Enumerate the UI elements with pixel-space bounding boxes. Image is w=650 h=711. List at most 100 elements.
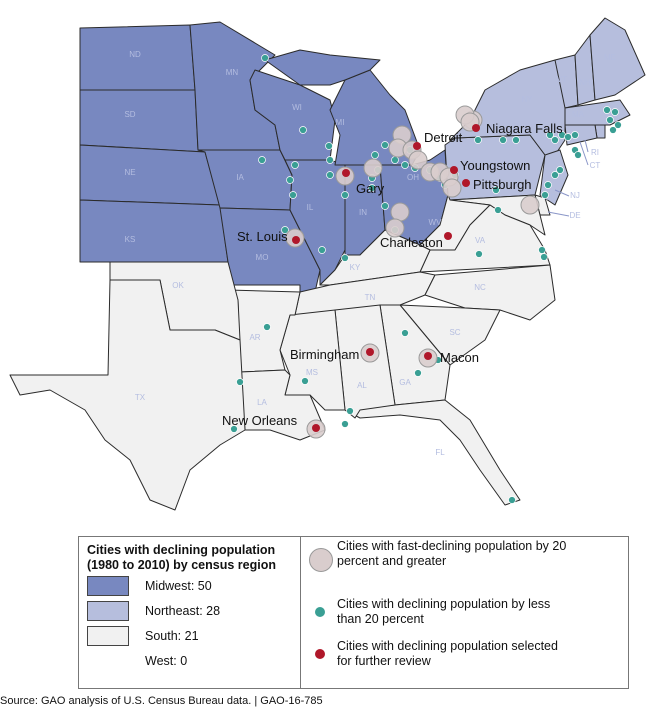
declining-city-marker bbox=[564, 133, 572, 141]
declining-city-marker bbox=[301, 377, 309, 385]
fast-declining-city-marker bbox=[385, 218, 405, 238]
declining-city-marker bbox=[299, 126, 307, 134]
declining-city-marker bbox=[291, 161, 299, 169]
declining-city-marker bbox=[508, 496, 516, 504]
callout-line-ri bbox=[584, 139, 589, 153]
declining-city-marker bbox=[499, 136, 507, 144]
selected-city-marker bbox=[292, 236, 300, 244]
declining-city-marker bbox=[341, 420, 349, 428]
state-label-tx: TX bbox=[135, 393, 146, 402]
declining-marker-icon bbox=[315, 607, 325, 617]
northeast-swatch bbox=[87, 601, 129, 621]
declining-city-marker bbox=[614, 121, 622, 129]
declining-city-marker bbox=[475, 250, 483, 258]
legend-midwest: Midwest: 50 bbox=[87, 574, 300, 598]
callout-line-ct bbox=[579, 141, 589, 166]
state-label-ri: RI bbox=[591, 148, 599, 157]
state-va bbox=[419, 204, 551, 273]
declining-city-marker bbox=[381, 202, 389, 210]
legend-title: Cities with declining population (1980 t… bbox=[87, 543, 300, 573]
fast-declining-city-marker bbox=[442, 178, 462, 198]
marker-legend: Cities with fast-declining population by… bbox=[301, 537, 628, 688]
declining-city-marker bbox=[492, 186, 500, 194]
state-ma bbox=[564, 99, 631, 126]
callout-line-de bbox=[547, 211, 570, 217]
declining-city-marker bbox=[371, 151, 379, 159]
state-label-nd: ND bbox=[129, 50, 141, 59]
state-label-ne: NE bbox=[124, 168, 135, 177]
declining-city-marker bbox=[551, 171, 559, 179]
declining-city-marker bbox=[326, 156, 334, 164]
state-label-ks: KS bbox=[125, 235, 136, 244]
declining-city-marker bbox=[544, 181, 552, 189]
state-label-mn: MN bbox=[226, 68, 239, 77]
selected-city-marker bbox=[450, 166, 458, 174]
declining-city-marker bbox=[263, 323, 271, 331]
fast-declining-city-marker bbox=[520, 195, 540, 215]
declining-city-marker bbox=[546, 131, 554, 139]
state-label-la: LA bbox=[257, 398, 267, 407]
selected-city-marker bbox=[342, 169, 350, 177]
state-label-il: IL bbox=[307, 203, 314, 212]
state-label-vt: VT bbox=[557, 75, 567, 84]
us-map: ND SD NE KS MN IA MO WI IL MI IN OH NY PA VT NH ME MA RI CT… bbox=[9, 17, 646, 511]
state-label-nc: NC bbox=[474, 283, 486, 292]
legend-selected: Cities with declining population selecte… bbox=[337, 639, 558, 668]
region-legend: Cities with declining population (1980 t… bbox=[79, 537, 301, 688]
state-fl bbox=[344, 399, 521, 506]
state-tx bbox=[9, 279, 246, 511]
declining-city-marker bbox=[281, 226, 289, 234]
legend-declining: Cities with declining population by less… bbox=[337, 597, 551, 626]
legend-fast-declining: Cities with fast-declining population by… bbox=[337, 539, 567, 568]
callout-line-nj bbox=[554, 189, 570, 197]
selected-city-marker bbox=[413, 142, 421, 150]
state-label-ma: MA bbox=[572, 110, 585, 119]
state-label-mi: MI bbox=[336, 118, 345, 127]
declining-city-marker bbox=[346, 407, 354, 415]
state-label-wi: WI bbox=[292, 103, 302, 112]
city-label-st-louis: St. Louis bbox=[237, 229, 288, 244]
state-sd bbox=[79, 89, 206, 153]
state-label-tn: TN bbox=[365, 293, 376, 302]
declining-city-marker bbox=[368, 184, 376, 192]
declining-city-marker bbox=[326, 171, 334, 179]
state-label-de: DE bbox=[569, 211, 580, 220]
declining-city-marker bbox=[341, 191, 349, 199]
declining-city-marker bbox=[401, 329, 409, 337]
source-note: Source: GAO analysis of U.S. Census Bure… bbox=[0, 695, 323, 707]
state-label-ok: OK bbox=[172, 281, 184, 290]
state-label-ms: MS bbox=[306, 368, 318, 377]
declining-city-marker bbox=[551, 136, 559, 144]
fast-declining-marker-icon bbox=[309, 548, 333, 572]
selected-city-marker bbox=[366, 348, 374, 356]
declining-city-marker bbox=[538, 246, 546, 254]
city-label-detroit: Detroit bbox=[424, 130, 463, 145]
legend-northeast: Northeast: 28 bbox=[87, 599, 300, 623]
selected-city-marker bbox=[312, 424, 320, 432]
south-swatch bbox=[87, 626, 129, 646]
legend-south: South: 21 bbox=[87, 624, 300, 648]
declining-city-marker bbox=[261, 54, 269, 62]
state-mi bbox=[264, 49, 381, 86]
declining-city-marker bbox=[318, 246, 326, 254]
city-label-macon: Macon bbox=[440, 350, 479, 365]
state-la bbox=[239, 369, 326, 441]
state-label-nh: NH bbox=[579, 78, 591, 87]
city-label-youngstown: Youngstown bbox=[460, 158, 530, 173]
state-ks bbox=[79, 199, 229, 263]
declining-city-marker bbox=[289, 191, 297, 199]
state-label-al: AL bbox=[357, 381, 367, 390]
selected-marker-icon bbox=[315, 649, 325, 659]
declining-city-marker bbox=[609, 126, 617, 134]
declining-city-marker bbox=[606, 116, 614, 124]
declining-city-marker bbox=[414, 369, 422, 377]
midwest-swatch bbox=[87, 576, 129, 596]
declining-city-marker bbox=[230, 425, 238, 433]
state-label-ga: GA bbox=[399, 378, 411, 387]
legend-west: West: 0 bbox=[145, 654, 188, 668]
state-label-nj: NJ bbox=[570, 191, 580, 200]
declining-city-marker bbox=[401, 161, 409, 169]
city-label-pittsburgh: Pittsburgh bbox=[473, 177, 532, 192]
fast-declining-city-marker bbox=[408, 150, 428, 170]
city-label-charleston: Charleston bbox=[380, 235, 443, 250]
